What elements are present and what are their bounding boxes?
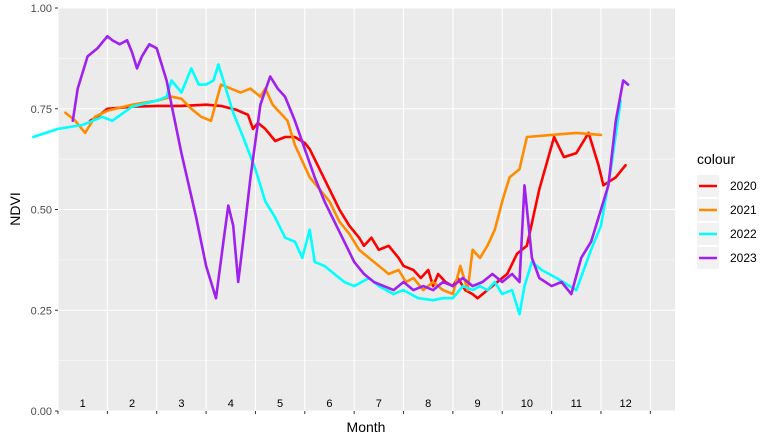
x-tick-label: 9: [474, 398, 480, 410]
x-tick-label: 7: [376, 398, 382, 410]
y-tick-label: 0.25: [31, 305, 52, 317]
y-tick-label: 0.75: [31, 104, 52, 116]
series-line-2022: [31, 63, 622, 316]
legend-label-2021: 2021: [730, 203, 757, 217]
series-line-2021: [64, 83, 603, 296]
legend-label-2022: 2022: [730, 227, 757, 241]
series-layer: [31, 34, 630, 316]
legend-items: 2020 2021 2022 2023: [697, 175, 757, 269]
x-tick-label: 10: [521, 398, 533, 410]
y-tick-label: 0.50: [31, 205, 52, 217]
y-tick-labels: 0.00 0.25 0.50 0.75 1.00: [31, 3, 52, 418]
x-tick-label: 3: [178, 398, 184, 410]
y-tick-label: 1.00: [31, 3, 52, 15]
y-tick-label: 0.00: [31, 406, 52, 418]
legend-title: colour: [697, 151, 735, 167]
x-tick-label: 6: [326, 398, 332, 410]
legend-label-2020: 2020: [730, 179, 757, 193]
x-tick-label: 8: [425, 398, 431, 410]
x-tick-label: 2: [129, 398, 135, 410]
legend-label-2023: 2023: [730, 251, 757, 265]
x-tick-label: 4: [228, 398, 234, 410]
x-axis-title: Month: [347, 419, 386, 435]
x-tick-label: 12: [620, 398, 632, 410]
y-axis-title: NDVI: [7, 192, 23, 225]
x-tick-label: 5: [277, 398, 283, 410]
grid-major: [57, 7, 675, 412]
series-line-2023: [71, 34, 630, 300]
y-ticks: [55, 7, 58, 412]
legend: colour 2020 2021 2022 2023: [697, 151, 757, 269]
x-ticks: [57, 411, 651, 414]
x-tick-label: 11: [571, 398, 582, 410]
x-tick-label: 1: [80, 398, 86, 410]
x-tick-labels: 1 2 3 4 5 6 7 8 9 10 11 12: [80, 398, 632, 410]
